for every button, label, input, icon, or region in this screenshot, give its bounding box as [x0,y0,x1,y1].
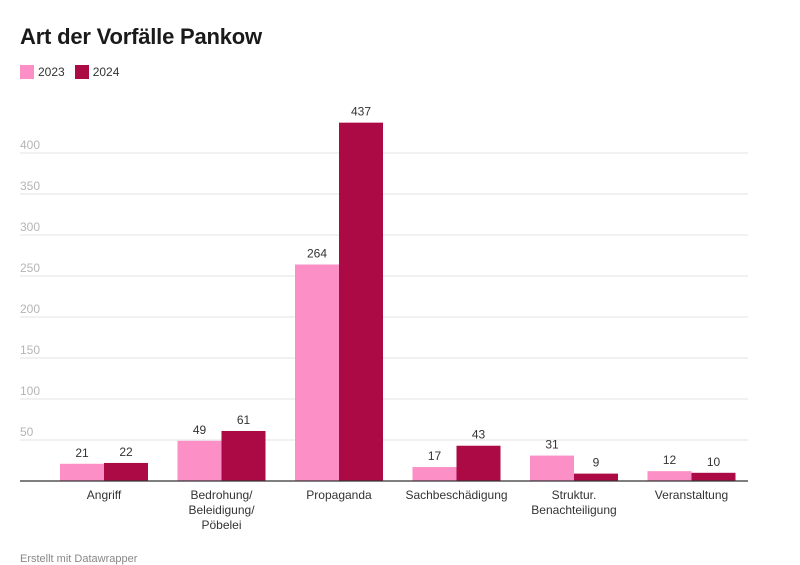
category-label-0-0: Angriff [87,488,122,502]
value-label-2023-1: 49 [193,423,207,437]
legend: 2023 2024 [20,65,129,79]
legend-item-2023: 2023 [20,65,65,79]
category-label-3-0: Sachbeschädigung [405,488,507,502]
value-label-2023-3: 17 [428,449,442,463]
value-label-2024-5: 10 [707,455,721,469]
footer-credit: Erstellt mit Datawrapper [20,553,138,565]
bar-2023-2 [295,264,339,481]
bar-2023-4 [530,455,574,481]
bar-2024-0 [104,462,148,481]
y-tick-label-250: 250 [20,261,40,275]
value-label-2023-0: 21 [75,446,89,460]
y-tick-label-150: 150 [20,343,40,357]
y-tick-label-350: 350 [20,179,40,193]
category-label-5-0: Veranstaltung [655,488,728,502]
chart-title: Art der Vorfälle Pankow [20,24,262,49]
legend-label-2023: 2023 [38,65,65,79]
legend-swatch-2023 [20,65,34,79]
y-tick-label-400: 400 [20,138,40,152]
value-label-2023-4: 31 [545,438,559,452]
value-label-2024-1: 61 [237,413,251,427]
category-label-4-0: Struktur. [552,488,597,502]
bar-2024-1 [221,430,266,481]
value-label-2023-2: 264 [307,247,327,261]
y-tick-label-100: 100 [20,384,40,398]
value-label-2024-2: 437 [351,105,371,119]
bar-2024-5 [691,472,736,481]
legend-swatch-2024 [74,65,89,79]
bar-2023-0 [60,463,104,481]
value-label-2024-3: 43 [472,428,486,442]
category-label-2-0: Propaganda [306,488,372,502]
value-label-2024-4: 9 [593,456,600,470]
legend-item-2024: 2024 [74,65,120,79]
bar-2024-2 [339,122,383,481]
y-tick-label-50: 50 [20,425,34,439]
bar-2023-1 [177,440,222,481]
value-label-2024-0: 22 [119,445,133,459]
bar-2024-4 [574,473,618,481]
bar-2024-3 [456,445,501,481]
category-label-1-2: Pöbelei [201,518,241,532]
category-label-1-1: Beleidigung/ [188,503,255,517]
value-label-2023-5: 12 [663,453,677,467]
legend-label-2024: 2024 [92,65,120,79]
bar-chart: 50 100 150 200 250 300 350 400 21 22 Angriff 49 61 Be… [20,105,748,532]
category-label-1-0: Bedrohung/ [190,488,253,502]
bar-2023-3 [412,467,457,481]
y-tick-label-300: 300 [20,220,40,234]
y-tick-label-200: 200 [20,302,40,316]
bar-2023-5 [647,471,692,481]
category-label-4-1: Benachteiligung [531,503,616,517]
